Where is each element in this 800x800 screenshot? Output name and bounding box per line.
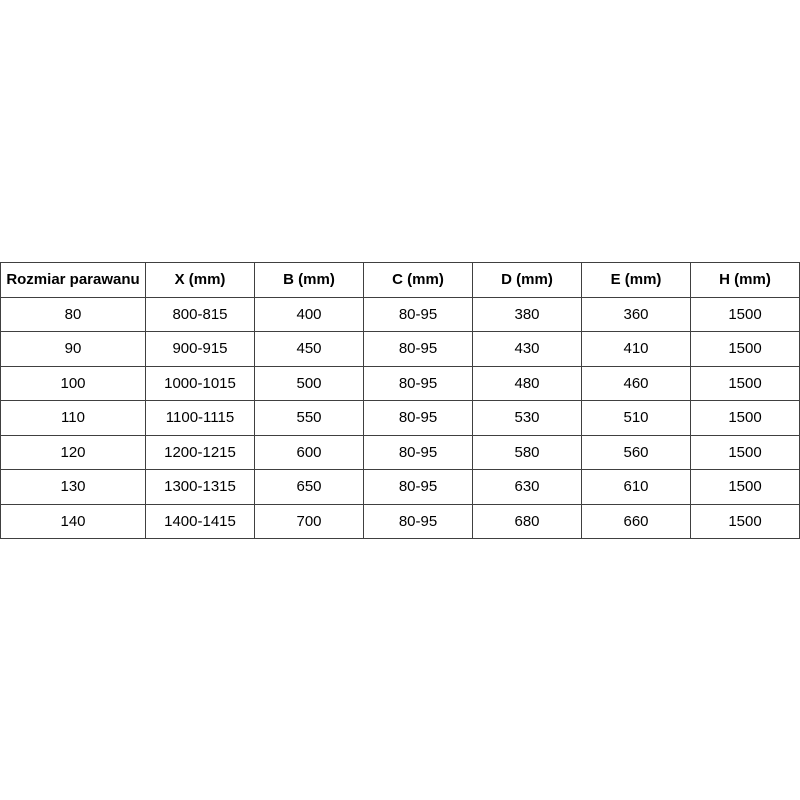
table-cell: 700	[254, 503, 364, 539]
table-cell: 1500	[690, 296, 800, 332]
table-cell: 500	[254, 365, 364, 401]
table-cell: 610	[581, 469, 691, 505]
dimensions-table: Rozmiar parawanu X (mm) B (mm) C (mm) D (mm)…	[0, 262, 800, 539]
table-cell: 580	[472, 434, 582, 470]
table-cell: 430	[472, 331, 582, 367]
header-row: Rozmiar parawanu X (mm) B (mm) C (mm) D (mm)…	[0, 262, 800, 298]
table-cell: 140	[0, 503, 146, 539]
table-cell: 650	[254, 469, 364, 505]
table-cell: 80-95	[363, 331, 473, 367]
table-cell: 660	[581, 503, 691, 539]
table-cell: 80-95	[363, 296, 473, 332]
table-cell: 1400-1415	[145, 503, 255, 539]
table-cell: 1500	[690, 400, 800, 436]
table-cell: 80-95	[363, 400, 473, 436]
table-cell: 510	[581, 400, 691, 436]
table-cell: 110	[0, 400, 146, 436]
table-cell: 550	[254, 400, 364, 436]
column-header: B (mm)	[254, 262, 364, 298]
table-cell: 80-95	[363, 434, 473, 470]
column-header: D (mm)	[472, 262, 582, 298]
table-cell: 1500	[690, 469, 800, 505]
column-header: X (mm)	[145, 262, 255, 298]
table-cell: 1100-1115	[145, 400, 255, 436]
table-cell: 560	[581, 434, 691, 470]
table-cell: 80-95	[363, 503, 473, 539]
table-cell: 410	[581, 331, 691, 367]
table-cell: 360	[581, 296, 691, 332]
table-cell: 530	[472, 400, 582, 436]
table-cell: 450	[254, 331, 364, 367]
table-cell: 1500	[690, 434, 800, 470]
table-cell: 1300-1315	[145, 469, 255, 505]
table-row: 140 1400-1415 700 80-95 680 660 1500	[0, 503, 800, 539]
table-row: 110 1100-1115 550 80-95 530 510 1500	[0, 400, 800, 436]
table-cell: 460	[581, 365, 691, 401]
table-cell: 1000-1015	[145, 365, 255, 401]
table-cell: 90	[0, 331, 146, 367]
table-row: 130 1300-1315 650 80-95 630 610 1500	[0, 469, 800, 505]
table-cell: 120	[0, 434, 146, 470]
table-cell: 80-95	[363, 365, 473, 401]
table-row: 120 1200-1215 600 80-95 580 560 1500	[0, 434, 800, 470]
table-cell: 900-915	[145, 331, 255, 367]
table-cell: 480	[472, 365, 582, 401]
table-cell: 100	[0, 365, 146, 401]
table-cell: 400	[254, 296, 364, 332]
table-row: 100 1000-1015 500 80-95 480 460 1500	[0, 365, 800, 401]
table-row: 90 900-915 450 80-95 430 410 1500	[0, 331, 800, 367]
table-cell: 800-815	[145, 296, 255, 332]
table-row: 80 800-815 400 80-95 380 360 1500	[0, 296, 800, 332]
table-cell: 80	[0, 296, 146, 332]
table-cell: 1500	[690, 503, 800, 539]
table-cell: 80-95	[363, 469, 473, 505]
column-header: E (mm)	[581, 262, 691, 298]
table-cell: 630	[472, 469, 582, 505]
table-cell: 1500	[690, 365, 800, 401]
table-cell: 600	[254, 434, 364, 470]
column-header: C (mm)	[363, 262, 473, 298]
table-cell: 1200-1215	[145, 434, 255, 470]
table-cell: 380	[472, 296, 582, 332]
column-header: Rozmiar parawanu	[0, 262, 146, 298]
column-header: H (mm)	[690, 262, 800, 298]
table-cell: 1500	[690, 331, 800, 367]
table-cell: 130	[0, 469, 146, 505]
table-cell: 680	[472, 503, 582, 539]
